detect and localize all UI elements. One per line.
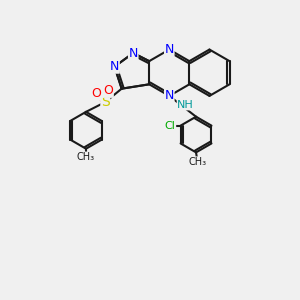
Text: N: N — [165, 43, 174, 56]
Text: O: O — [91, 87, 101, 100]
Text: NH: NH — [177, 100, 194, 110]
Text: CH₃: CH₃ — [77, 152, 95, 162]
Text: CH₃: CH₃ — [188, 157, 207, 167]
Text: Cl: Cl — [165, 121, 176, 130]
Text: N: N — [165, 89, 174, 102]
Text: N: N — [129, 46, 138, 59]
Text: N: N — [110, 60, 119, 73]
Text: O: O — [103, 84, 113, 97]
Text: S: S — [101, 95, 110, 109]
